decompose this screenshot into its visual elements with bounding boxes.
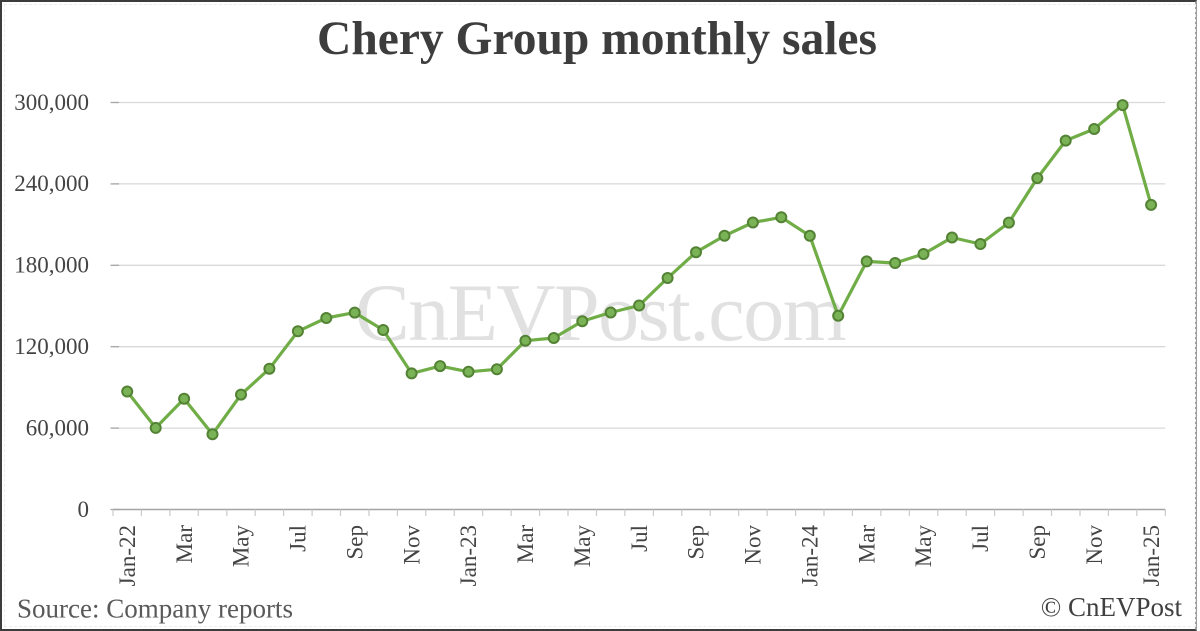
svg-text:Mar: Mar	[854, 525, 879, 564]
svg-text:60,000: 60,000	[26, 415, 89, 440]
svg-text:Jul: Jul	[627, 525, 652, 552]
svg-text:May: May	[911, 525, 936, 568]
svg-text:Sep: Sep	[1025, 525, 1050, 560]
svg-text:Chery Group monthly sales: Chery Group monthly sales	[317, 13, 877, 65]
svg-text:Nov: Nov	[741, 525, 766, 565]
svg-text:Jan-22: Jan-22	[115, 525, 140, 586]
svg-text:CnEVPost.com: CnEVPost.com	[355, 267, 846, 358]
svg-text:240,000: 240,000	[14, 171, 89, 196]
svg-text:Jul: Jul	[286, 525, 311, 552]
svg-text:May: May	[570, 525, 595, 568]
svg-text:Nov: Nov	[399, 525, 424, 565]
svg-text:180,000: 180,000	[14, 253, 89, 278]
svg-text:Nov: Nov	[1082, 525, 1107, 565]
svg-text:Sep: Sep	[342, 525, 367, 560]
svg-text:Sep: Sep	[684, 525, 709, 560]
svg-text:© CnEVPost: © CnEVPost	[1041, 592, 1183, 622]
svg-text:Mar: Mar	[513, 525, 538, 564]
svg-text:120,000: 120,000	[14, 334, 89, 359]
svg-text:Jan-24: Jan-24	[798, 525, 823, 587]
svg-text:Jan-23: Jan-23	[456, 525, 481, 586]
svg-text:Source: Company reports: Source: Company reports	[17, 594, 293, 624]
svg-text:May: May	[229, 525, 254, 568]
svg-text:Mar: Mar	[172, 525, 197, 564]
svg-text:0: 0	[78, 497, 90, 522]
svg-text:Jul: Jul	[968, 525, 993, 552]
svg-text:Jan-25: Jan-25	[1139, 525, 1164, 586]
svg-text:300,000: 300,000	[14, 90, 89, 115]
